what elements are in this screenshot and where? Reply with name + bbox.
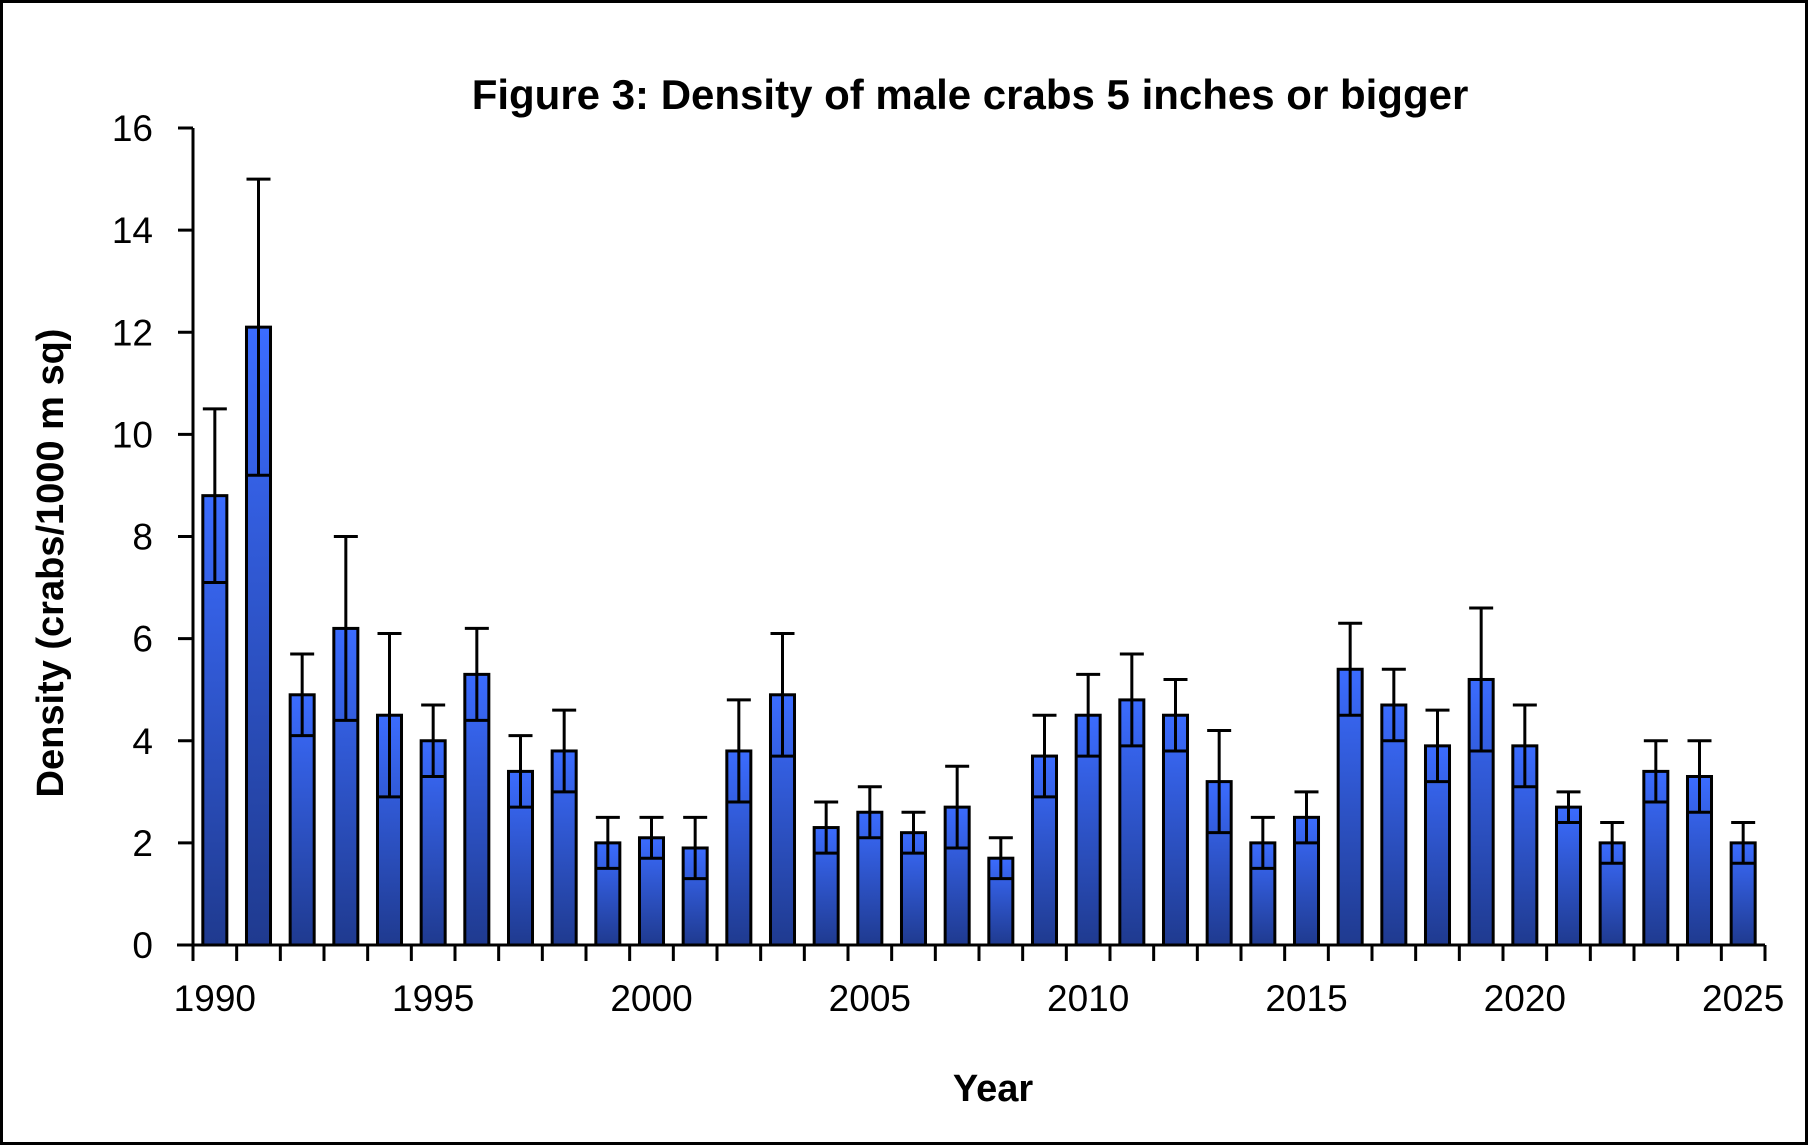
y-tick-label-0: 0 — [132, 925, 153, 966]
x-tick-label-2010: 2010 — [1047, 978, 1129, 1019]
x-tick-label-2015: 2015 — [1265, 978, 1347, 1019]
x-tick-label-2025: 2025 — [1702, 978, 1784, 1019]
y-tick-label-8: 8 — [132, 517, 153, 558]
bars-group — [201, 325, 1757, 947]
y-tick-label-16: 16 — [112, 108, 153, 149]
x-tick-label-2000: 2000 — [610, 978, 692, 1019]
x-tick-label-1995: 1995 — [392, 978, 474, 1019]
chart-title: Figure 3: Density of male crabs 5 inches… — [472, 71, 1469, 118]
bar-2021 — [1554, 805, 1583, 947]
x-ticks-group: 1990 1995 2000 2005 2010 2015 2020 2025 — [174, 945, 1784, 1019]
y-axis-label: Density (crabs/1000 m sq) — [30, 329, 72, 798]
x-tick-label-2020: 2020 — [1484, 978, 1566, 1019]
y-tick-label-10: 10 — [112, 414, 153, 455]
bar-chart: Figure 3: Density of male crabs 5 inches… — [30, 71, 1784, 1110]
y-tick-label-14: 14 — [112, 210, 153, 251]
y-tick-label-6: 6 — [132, 619, 153, 660]
bar-1993 — [332, 626, 360, 947]
error-bars-group — [202, 177, 1756, 881]
y-tick-label-4: 4 — [132, 721, 153, 762]
x-tick-label-1990: 1990 — [174, 978, 256, 1019]
y-tick-label-2: 2 — [132, 823, 153, 864]
x-axis-label: Year — [953, 1068, 1034, 1110]
x-tick-label-2005: 2005 — [829, 978, 911, 1019]
y-ticks-group: 0 2 4 6 8 10 12 14 16 — [112, 108, 193, 966]
axes-group — [177, 128, 1765, 961]
y-tick-label-12: 12 — [112, 312, 153, 353]
